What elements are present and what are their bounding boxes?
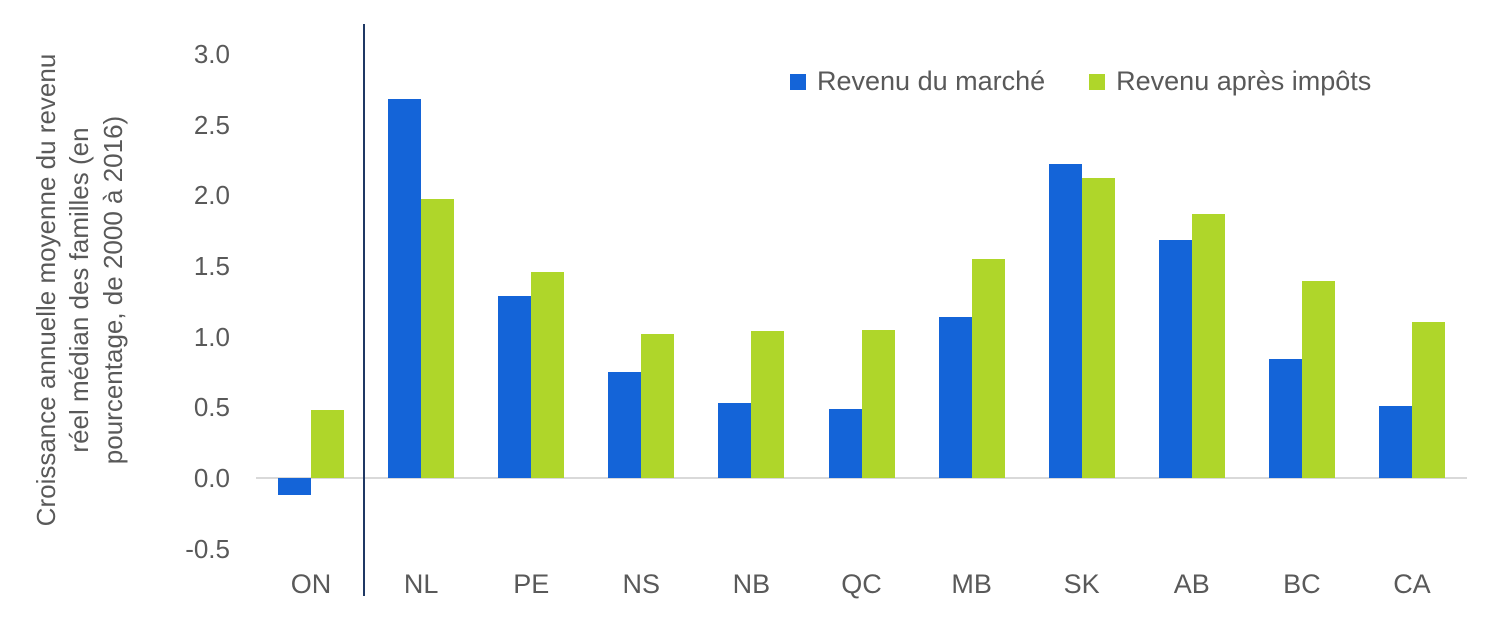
- bar-nl-market: [388, 99, 422, 478]
- zero-gridline: [256, 477, 1467, 479]
- x-axis-label-ab: AB: [1173, 569, 1210, 599]
- legend-item-aftertax: Revenu après impôts: [1089, 66, 1371, 97]
- bar-nl-aftertax: [421, 199, 455, 478]
- legend-item-market: Revenu du marché: [790, 66, 1045, 97]
- bar-on-aftertax: [311, 410, 345, 478]
- y-axis-title: Croissance annuelle moyenne du revenu rée…: [30, 0, 130, 600]
- x-axis-label-mb: MB: [951, 569, 992, 599]
- bar-sk-market: [1048, 164, 1082, 478]
- x-axis-label-bc: BC: [1283, 569, 1321, 599]
- bar-mb-market: [938, 316, 972, 478]
- bar-ca-market: [1378, 405, 1412, 478]
- bar-ab-market: [1158, 240, 1192, 478]
- x-axis-label-nb: NB: [732, 569, 771, 599]
- y-axis-tick-label: 2.5: [193, 109, 230, 140]
- bar-bc-market: [1268, 359, 1302, 478]
- bar-nb-aftertax: [751, 330, 785, 478]
- bar-mb-aftertax: [971, 258, 1005, 478]
- x-axis-label-sk: SK: [1063, 569, 1100, 599]
- x-axis-label-qc: QC: [841, 569, 882, 599]
- x-axis-label-ca: CA: [1393, 569, 1431, 599]
- legend-label-market: Revenu du marché: [817, 66, 1046, 96]
- legend-swatch-aftertax-icon: [1089, 73, 1106, 90]
- y-axis-tick-label: 2.0: [193, 180, 230, 211]
- bar-ab-aftertax: [1191, 213, 1225, 478]
- legend-swatch-market-icon: [790, 73, 806, 90]
- bar-qc-market: [828, 408, 862, 478]
- legend: Revenu du marché Revenu après impôts: [790, 66, 1371, 97]
- x-axis-label-nl: NL: [403, 569, 439, 599]
- y-axis-tick-label: 1.0: [193, 321, 230, 352]
- bar-nb-market: [718, 403, 752, 478]
- y-axis-tick-label: 0.5: [193, 392, 230, 423]
- bar-pe-aftertax: [531, 271, 565, 478]
- bar-sk-aftertax: [1081, 178, 1115, 478]
- ontario-separator-line: [363, 24, 366, 596]
- y-axis-tick-label: 3.0: [193, 38, 230, 69]
- bar-qc-aftertax: [861, 329, 895, 478]
- bar-ca-aftertax: [1411, 322, 1445, 478]
- y-axis-tick-label: -0.5: [185, 533, 230, 564]
- legend-label-aftertax: Revenu après impôts: [1116, 66, 1372, 96]
- y-axis-title-line: pourcentage, de 2000 à 2016): [97, 115, 128, 465]
- bar-pe-market: [498, 295, 532, 478]
- bar-ns-market: [608, 371, 642, 478]
- y-axis-tick-label: 1.5: [193, 250, 230, 281]
- bar-ns-aftertax: [641, 333, 675, 478]
- x-axis-label-ns: NS: [622, 569, 661, 599]
- bar-on-market: [278, 478, 312, 495]
- y-axis-title-line: réel médian des familles (en: [64, 127, 95, 453]
- x-axis-label-pe: PE: [513, 569, 550, 599]
- bar-bc-aftertax: [1301, 281, 1335, 478]
- y-axis-tick-label: 0.0: [193, 463, 230, 493]
- x-axis-label-on: ON: [290, 569, 332, 599]
- y-axis-title-line: Croissance annuelle moyenne du revenu: [31, 53, 62, 527]
